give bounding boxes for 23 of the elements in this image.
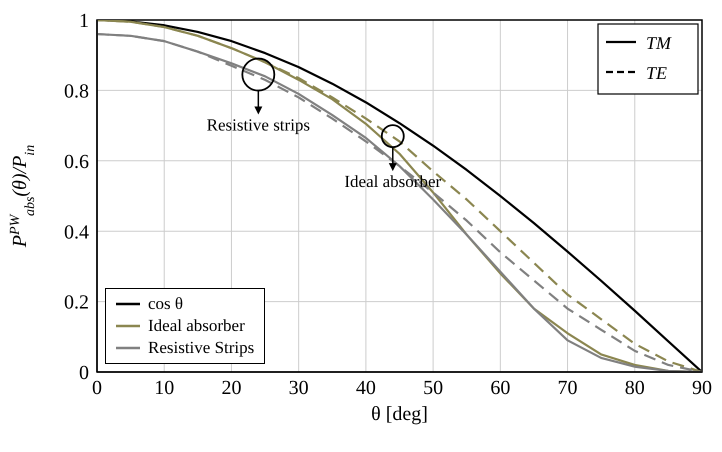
legend-label: Ideal absorber — [148, 315, 245, 337]
legend-label: Resistive Strips — [148, 337, 254, 359]
x-tick-label: 70 — [558, 377, 578, 400]
x-tick-label: 80 — [624, 377, 645, 400]
annotation: Resistive strips — [206, 116, 310, 135]
y-tick-label: 0.6 — [64, 150, 89, 173]
annotation: TE — [646, 63, 668, 83]
x-tick-label: 40 — [356, 377, 376, 400]
y-tick-label: 0 — [79, 362, 89, 384]
x-tick-label: 90 — [692, 377, 712, 400]
y-tick-label: 0.2 — [64, 292, 89, 314]
annotation: TM — [646, 33, 672, 53]
x-tick-label: 50 — [423, 377, 444, 400]
x-axis-title: θ [deg] — [371, 403, 428, 425]
x-tick-label: 30 — [288, 377, 309, 400]
x-tick-label: 60 — [490, 377, 510, 400]
stroke-style-key: TM TE — [597, 23, 699, 95]
x-tick-label: 20 — [221, 377, 242, 400]
y-tick-label: 0.4 — [64, 221, 89, 244]
y-tick-label: 1 — [79, 10, 89, 32]
y-tick-label: 0.8 — [64, 80, 89, 102]
legend-label: cos θ — [148, 293, 184, 315]
x-tick-label: 10 — [154, 377, 174, 400]
